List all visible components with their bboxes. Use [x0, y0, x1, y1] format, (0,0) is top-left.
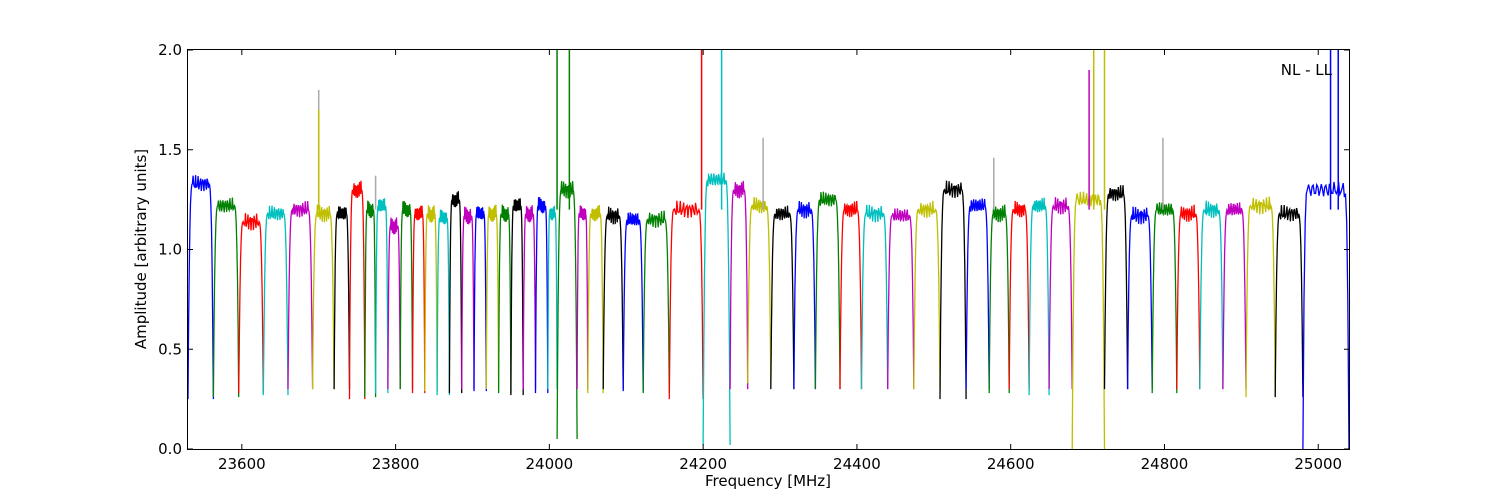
series-line-5: [311, 204, 335, 390]
series-line-46: [1048, 197, 1073, 390]
series-line-14: [436, 209, 451, 396]
series-line-44: [1008, 200, 1030, 390]
series-line-31: [702, 172, 731, 446]
tick-layer: 23600 23800 24000 24200 24400 24600 24800 25000…: [158, 41, 1349, 473]
y-tick-label: 2.0: [158, 41, 182, 59]
series-line-13: [424, 205, 438, 392]
series-line-56: [1302, 181, 1349, 449]
x-tick-label: 24400: [833, 455, 881, 473]
x-tick-label: 24800: [1141, 455, 1189, 473]
series-line-24: [556, 180, 578, 440]
series-line-4: [287, 201, 314, 390]
y-tick-label: 1.0: [158, 241, 182, 259]
series-line-53: [1222, 202, 1247, 390]
series-line-6: [333, 206, 351, 390]
series-line-41: [939, 180, 967, 400]
series-line-17: [473, 206, 487, 392]
series-line-20: [510, 198, 524, 396]
series-line-18: [485, 204, 500, 390]
x-tick-label: 23600: [218, 455, 266, 473]
series-line-55: [1274, 204, 1304, 398]
series-line-25: [576, 205, 589, 390]
y-tick-label: 1.5: [158, 141, 182, 159]
series-line-37: [839, 200, 863, 390]
series-line-32: [729, 180, 749, 390]
series-line-39: [887, 208, 915, 390]
series-line-30: [668, 200, 704, 400]
series-line-43: [988, 204, 1010, 394]
series-line-9: [374, 198, 389, 394]
series-line-45: [1028, 197, 1050, 396]
series-line-7: [348, 180, 366, 400]
series-line-2: [238, 213, 264, 394]
series-line-34: [770, 205, 795, 390]
series-line-1: [212, 197, 240, 398]
y-tick-label: 0.0: [158, 440, 182, 458]
series-line-12: [411, 205, 426, 394]
series-line-0: [188, 175, 215, 400]
chart-annotation: NL - LL: [1281, 61, 1333, 79]
series-line-16: [461, 206, 475, 390]
x-tick-label: 24000: [526, 455, 574, 473]
series-line-49: [1126, 206, 1153, 390]
series-line-38: [860, 204, 889, 390]
x-tick-label: 25000: [1294, 455, 1342, 473]
series-line-50: [1151, 202, 1178, 394]
series-line-42: [965, 198, 990, 390]
series-line-23: [547, 205, 558, 390]
series-line-52: [1199, 200, 1224, 390]
x-tick-label: 24600: [987, 455, 1035, 473]
series-line-27: [602, 206, 624, 390]
series-line-29: [642, 210, 670, 394]
x-tick-label: 23800: [372, 455, 420, 473]
y-tick-label: 0.5: [158, 340, 182, 358]
series-line-35: [793, 200, 817, 390]
x-axis-label: Frequency [MHz]: [705, 472, 831, 490]
series-line-21: [522, 205, 537, 390]
series-line-36: [814, 191, 841, 390]
plot-frame: [187, 49, 1350, 450]
x-tick-label: 24200: [679, 455, 727, 473]
series-line-26: [587, 204, 604, 394]
series-line-51: [1176, 204, 1201, 390]
series-line-22: [534, 197, 549, 394]
series-line-54: [1245, 196, 1276, 398]
series-line-48: [1103, 185, 1129, 390]
series-line-19: [497, 204, 512, 394]
series-line-11: [399, 201, 414, 390]
series-line-15: [448, 191, 463, 394]
y-axis-label: Amplitude [arbitrary units]: [132, 149, 150, 349]
series-line-28: [622, 212, 644, 392]
series-line-40: [913, 200, 941, 390]
series-line-33: [747, 196, 772, 384]
series-line-10: [387, 217, 401, 390]
series-line-3: [262, 205, 289, 396]
series-line-8: [364, 200, 377, 398]
series-layer: [188, 50, 1349, 449]
